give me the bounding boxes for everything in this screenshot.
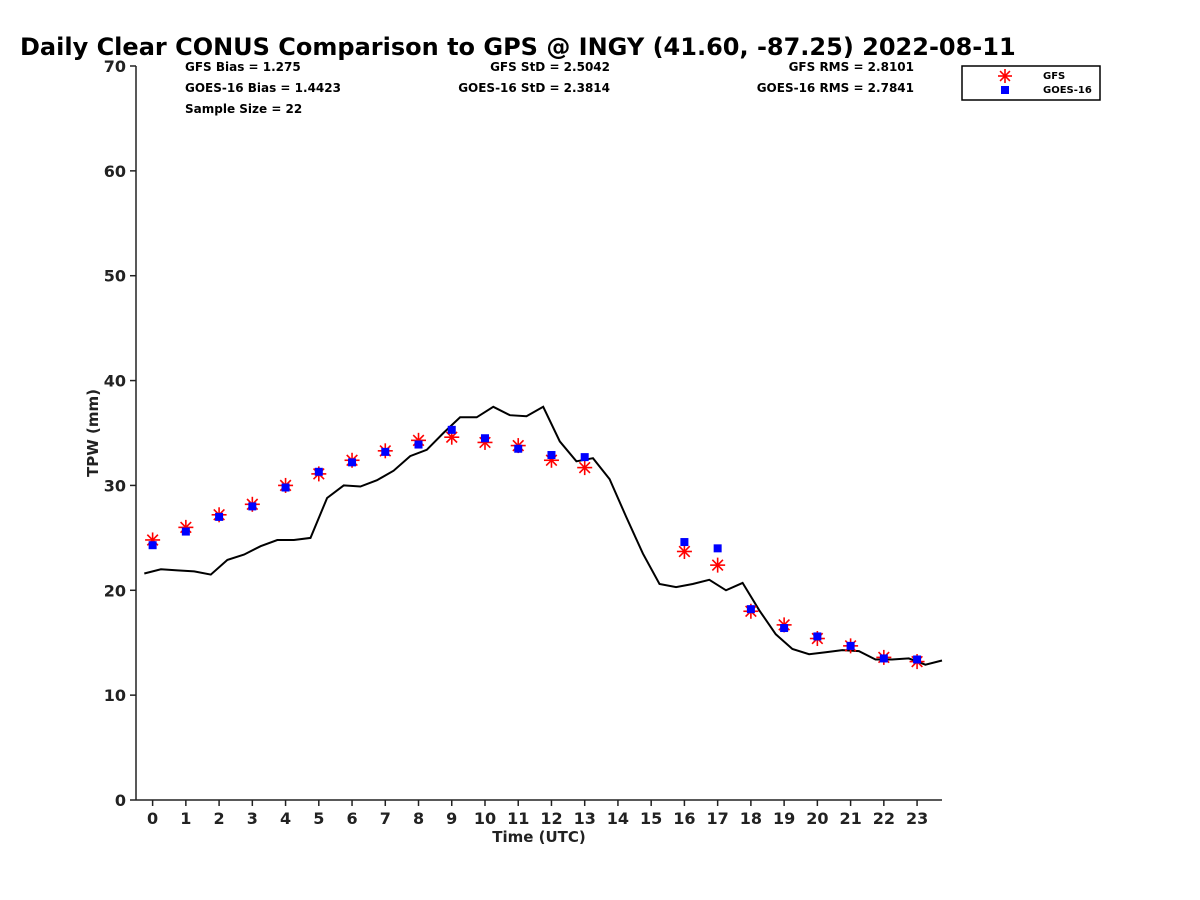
y-tick-label: 60 xyxy=(104,162,126,181)
legend-box xyxy=(961,65,1101,101)
gfs-point xyxy=(710,557,726,573)
goes-point xyxy=(248,502,257,511)
y-axis-label: TPW (mm) xyxy=(84,389,102,477)
x-tick-label: 18 xyxy=(740,809,762,828)
y-tick-label: 70 xyxy=(104,57,126,76)
x-tick-label: 12 xyxy=(540,809,562,828)
goes-point xyxy=(348,458,357,467)
x-tick-label: 8 xyxy=(413,809,424,828)
x-tick-label: 2 xyxy=(214,809,225,828)
goes-point xyxy=(215,512,224,521)
goes-point xyxy=(713,544,722,553)
x-tick-label: 1 xyxy=(180,809,191,828)
y-tick-label: 20 xyxy=(104,581,126,600)
x-tick-label: 13 xyxy=(574,809,596,828)
x-tick-label: 4 xyxy=(280,809,291,828)
x-tick-label: 6 xyxy=(346,809,357,828)
gfs-bias-text: GFS Bias = 1.275 xyxy=(185,60,301,74)
x-tick-label: 17 xyxy=(707,809,729,828)
legend-gfs-asterisk xyxy=(998,69,1012,83)
y-tick-label: 50 xyxy=(104,267,126,286)
x-tick-label: 21 xyxy=(839,809,861,828)
x-tick-label: 3 xyxy=(247,809,258,828)
x-tick-label: 11 xyxy=(507,809,529,828)
goes-point xyxy=(780,624,789,633)
goes-point xyxy=(680,538,689,547)
goes-point xyxy=(314,467,323,476)
goes-rms-text: GOES-16 RMS = 2.7841 xyxy=(757,81,914,95)
legend-goes-marker xyxy=(1001,86,1009,94)
y-ticks: 0 10 20 30 40 50 60 70 xyxy=(104,57,136,810)
x-ticks: 0 1 2 3 4 5 6 7 8 9 10 11 12 13 14 15 16 17 18 19 20 21 22 23 xyxy=(147,800,928,828)
gfs-rms-text: GFS RMS = 2.8101 xyxy=(789,60,914,74)
plot-area xyxy=(144,405,943,670)
x-tick-label: 10 xyxy=(474,809,496,828)
goes-point xyxy=(846,641,855,650)
goes-point xyxy=(913,655,922,664)
goes-point xyxy=(281,483,290,492)
y-tick-label: 40 xyxy=(104,372,126,391)
y-tick-label: 0 xyxy=(115,791,126,810)
x-tick-label: 16 xyxy=(673,809,695,828)
gps-line xyxy=(144,405,943,666)
axes xyxy=(135,66,942,801)
x-tick-label: 5 xyxy=(313,809,324,828)
goes-point xyxy=(746,605,755,614)
x-tick-label: 20 xyxy=(806,809,828,828)
goes-point xyxy=(514,444,523,453)
goes-point xyxy=(181,527,190,536)
goes-std-text: GOES-16 StD = 2.3814 xyxy=(458,81,610,95)
x-tick-label: 19 xyxy=(773,809,795,828)
x-tick-label: 14 xyxy=(607,809,629,828)
gfs-std-text: GFS StD = 2.5042 xyxy=(490,60,610,74)
x-tick-label: 7 xyxy=(380,809,391,828)
goes-point xyxy=(447,425,456,434)
gfs-point xyxy=(577,460,593,476)
stats-block: GFS Bias = 1.275 GOES-16 Bias = 1.4423 S… xyxy=(185,60,914,116)
goes-point xyxy=(879,654,888,663)
goes-point xyxy=(414,440,423,449)
x-tick-label: 15 xyxy=(640,809,662,828)
x-axis-label: Time (UTC) xyxy=(492,828,586,846)
x-tick-label: 23 xyxy=(906,809,928,828)
sample-size-text: Sample Size = 22 xyxy=(185,102,302,116)
goes-point xyxy=(580,453,589,462)
x-tick-label: 9 xyxy=(446,809,457,828)
goes-point xyxy=(381,447,390,456)
goes-point xyxy=(813,632,822,641)
x-tick-label: 0 xyxy=(147,809,158,828)
gfs-point xyxy=(676,543,692,559)
legend: GFS GOES-16 xyxy=(961,65,1101,101)
legend-gfs-label: GFS xyxy=(1043,71,1065,82)
goes-point xyxy=(547,451,556,460)
goes-bias-text: GOES-16 Bias = 1.4423 xyxy=(185,81,341,95)
legend-goes-label: GOES-16 xyxy=(1043,85,1092,96)
chart-title: Daily Clear CONUS Comparison to GPS @ IN… xyxy=(20,33,1016,61)
y-tick-label: 30 xyxy=(104,476,126,495)
goes-point xyxy=(148,541,157,550)
goes-point xyxy=(480,434,489,443)
legend-gfs-marker xyxy=(998,69,1012,83)
y-tick-label: 10 xyxy=(104,686,126,705)
x-tick-label: 22 xyxy=(873,809,895,828)
